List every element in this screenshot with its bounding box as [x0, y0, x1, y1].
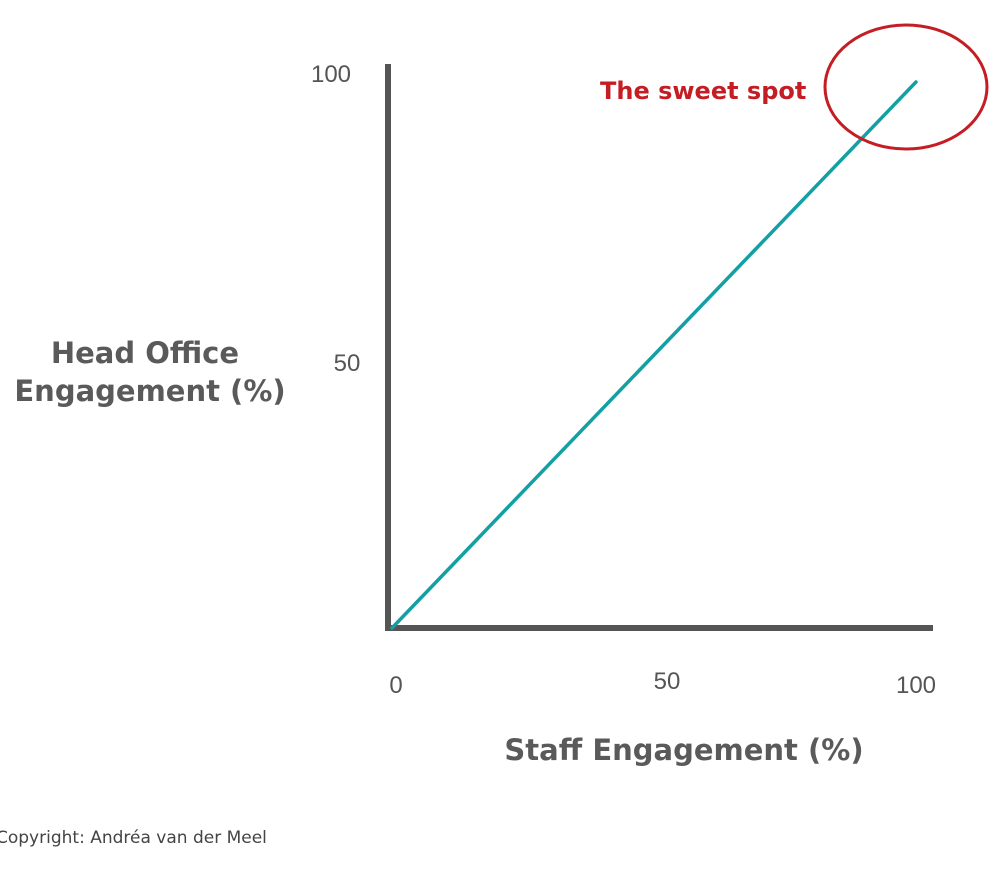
- x-tick-labels: 0 50 100: [389, 668, 936, 699]
- y-axis-title: Head Office Engagement (%): [14, 336, 285, 408]
- sweet-spot-label: The sweet spot: [600, 77, 806, 105]
- y-tick-label: 100: [311, 61, 351, 88]
- x-tick-label: 100: [896, 672, 936, 699]
- y-axis-title-line-1: Head Office: [51, 336, 239, 370]
- sweet-spot-circle: [823, 23, 989, 151]
- y-axis-title-line-2: Engagement (%): [14, 374, 285, 408]
- series-line-staff-vs-head-office: [390, 80, 918, 630]
- x-tick-label: 0: [389, 672, 402, 699]
- copyright-text: Copyright: Andréa van der Meel: [0, 828, 267, 848]
- y-tick-label: 50: [334, 350, 361, 377]
- x-tick-label: 50: [654, 668, 681, 695]
- y-tick-labels: 50 100: [311, 61, 360, 377]
- x-axis-title: Staff Engagement (%): [504, 733, 863, 767]
